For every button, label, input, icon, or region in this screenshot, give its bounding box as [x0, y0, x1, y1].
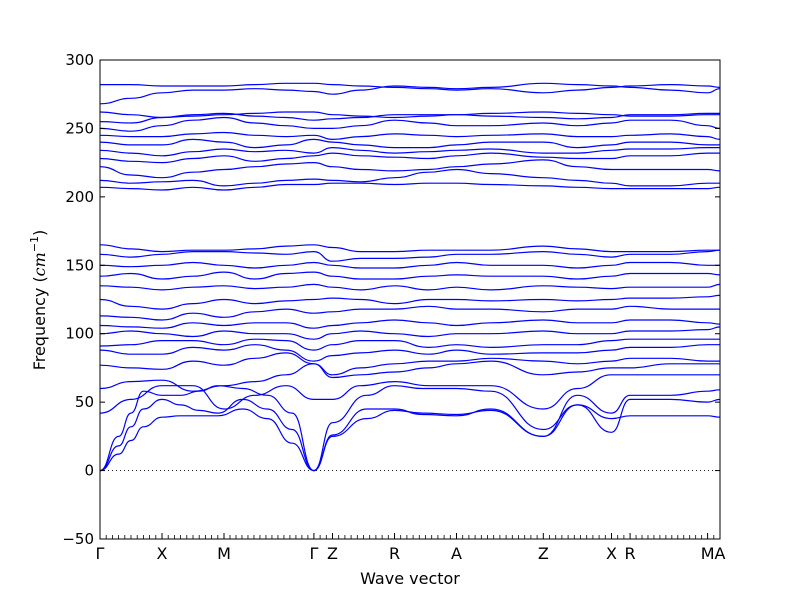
phonon-branch-23: [100, 138, 720, 149]
x-tick-label: R: [625, 544, 636, 563]
y-axis-label-unit: cm: [30, 252, 49, 276]
phonon-branch-9: [100, 326, 720, 340]
x-tick-label: Z: [327, 544, 338, 563]
y-axis-label-text: Frequency (: [30, 276, 49, 370]
y-tick-label: 200: [65, 188, 94, 206]
x-tick-label: Γ: [309, 544, 318, 563]
phonon-branch-3: [100, 385, 720, 472]
phonon-branch-12: [100, 294, 720, 310]
phonon-branch-1: [100, 404, 720, 472]
y-tick-label: 100: [65, 325, 94, 343]
x-tick-label: M: [701, 544, 715, 563]
phonon-branch-27: [100, 111, 720, 119]
plot-background: [100, 60, 720, 539]
x-tick-label: A: [451, 544, 462, 563]
y-axis-ticks: −50 0 50 100 150 200 250 300: [62, 51, 720, 548]
x-tick-label: R: [389, 544, 400, 563]
y-tick-label: 300: [65, 51, 94, 69]
x-tick-label: A: [715, 544, 726, 563]
x-tick-label: X: [606, 544, 617, 563]
y-axis-label: Frequency (cm−1): [28, 230, 49, 371]
phonon-branch-20: [100, 159, 720, 179]
x-tick-label: Z: [538, 544, 549, 563]
x-tick-label: X: [157, 544, 168, 563]
phonon-branch-13: [100, 283, 720, 291]
phonon-branch-28: [100, 82, 720, 105]
y-tick-label: −50: [62, 530, 94, 548]
y-axis-label-exponent: −1: [28, 236, 41, 252]
phonon-branch-6: [100, 352, 720, 376]
dispersion-branches: [100, 82, 720, 472]
phonon-branch-18: [100, 182, 720, 191]
phonon-branch-8: [100, 338, 720, 351]
phonon-branch-24: [100, 131, 720, 141]
plot-frame: [99, 59, 721, 540]
phonon-branch-4: [100, 374, 720, 414]
phonon-branch-29: [100, 82, 720, 94]
phonon-branch-19: [100, 168, 720, 187]
phonon-branch-7: [100, 344, 720, 362]
phonon-branch-2: [100, 389, 720, 472]
phonon-branch-15: [100, 261, 720, 269]
x-tick-label: Γ: [96, 544, 105, 563]
y-axis-label-close: ): [30, 230, 49, 236]
phonon-branch-25: [100, 116, 720, 132]
phonon-branch-5: [100, 360, 720, 392]
phonon-branch-11: [100, 305, 720, 321]
y-tick-label: 250: [65, 119, 94, 137]
phonon-branch-17: [100, 244, 720, 253]
y-tick-label: 150: [65, 256, 94, 274]
phonon-branch-22: [100, 146, 720, 157]
x-tick-label: M: [217, 544, 231, 563]
phonon-branch-14: [100, 271, 720, 280]
phonon-branch-10: [100, 319, 720, 329]
phonon-branch-21: [100, 152, 720, 164]
y-tick-label: 50: [75, 393, 94, 411]
phonon-branch-16: [100, 249, 720, 262]
x-axis-label: Wave vector: [360, 569, 460, 588]
y-tick-label: 0: [84, 462, 94, 480]
